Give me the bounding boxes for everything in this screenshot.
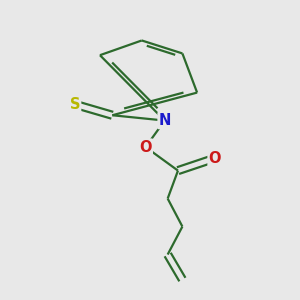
Text: O: O (208, 151, 221, 166)
Text: O: O (139, 140, 152, 154)
Text: S: S (70, 97, 80, 112)
Text: N: N (158, 113, 171, 128)
